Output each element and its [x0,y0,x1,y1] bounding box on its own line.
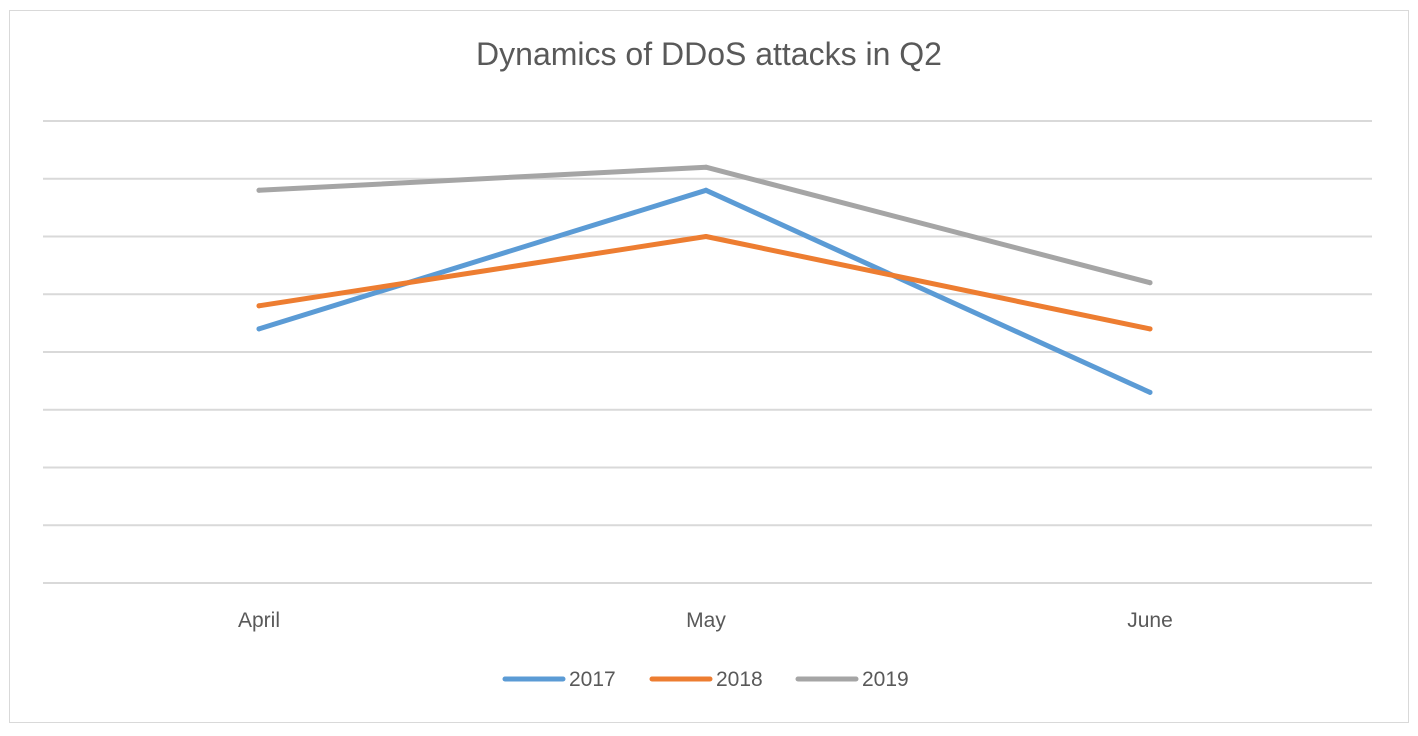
chart-title: Dynamics of DDoS attacks in Q2 [476,36,942,72]
legend-label-2019: 2019 [862,668,909,691]
data-point-2017-May [703,187,709,193]
x-tick-label: May [686,609,726,632]
x-tick-label: April [238,609,280,632]
series-line-2019 [256,164,1153,286]
data-point-2019-April [256,187,262,193]
x-tick-label: June [1127,609,1173,632]
series-line-2017 [256,187,1153,395]
legend: 2017 2018 2019 [502,668,909,691]
data-point-2019-June [1147,280,1153,286]
data-point-2019-May [703,164,709,170]
data-point-2017-April [256,326,262,332]
data-point-2018-June [1147,326,1153,332]
chart-area [9,10,1409,723]
data-point-2018-April [256,303,262,309]
data-point-2018-May [703,234,709,239]
series-lines [256,164,1153,395]
legend-label-2018: 2018 [716,668,763,691]
data-point-2017-June [1147,389,1153,395]
x-axis-tick-labels: April May June [238,609,1173,632]
legend-label-2017: 2017 [569,668,616,691]
